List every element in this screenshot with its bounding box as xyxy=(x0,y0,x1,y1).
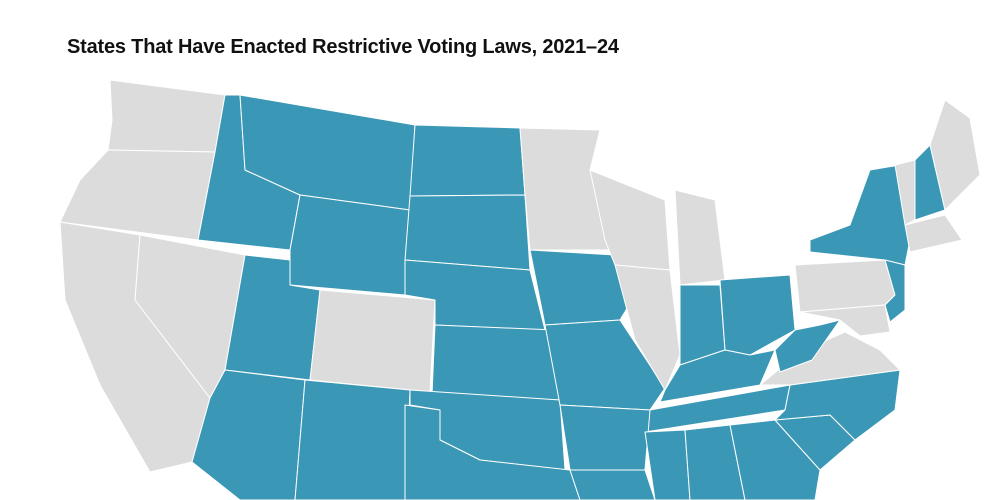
state-shape xyxy=(659,349,776,403)
state-shape xyxy=(719,274,796,356)
state-shape xyxy=(107,79,226,153)
state-shape xyxy=(409,124,526,197)
state-shape xyxy=(294,379,411,500)
state-shape xyxy=(404,404,581,500)
map-title: States That Have Enacted Restrictive Vot… xyxy=(67,36,619,58)
state-shape xyxy=(684,424,746,500)
state-shape xyxy=(569,469,656,500)
state-shape xyxy=(431,324,561,401)
state-shape xyxy=(929,99,981,211)
state-shape xyxy=(309,289,436,393)
state-shape xyxy=(404,194,531,271)
state-shape xyxy=(799,304,891,337)
state-shape xyxy=(904,214,963,253)
state-shape xyxy=(289,194,411,296)
state-shape xyxy=(884,259,906,323)
state-shape xyxy=(794,259,896,313)
state-shape xyxy=(644,429,691,500)
state-shape xyxy=(674,189,726,286)
state-shape xyxy=(59,149,216,241)
state-shape xyxy=(809,164,911,266)
state-shape xyxy=(729,419,821,500)
state-shape xyxy=(559,404,651,471)
state-shape xyxy=(614,264,681,391)
state-shape xyxy=(544,319,666,411)
